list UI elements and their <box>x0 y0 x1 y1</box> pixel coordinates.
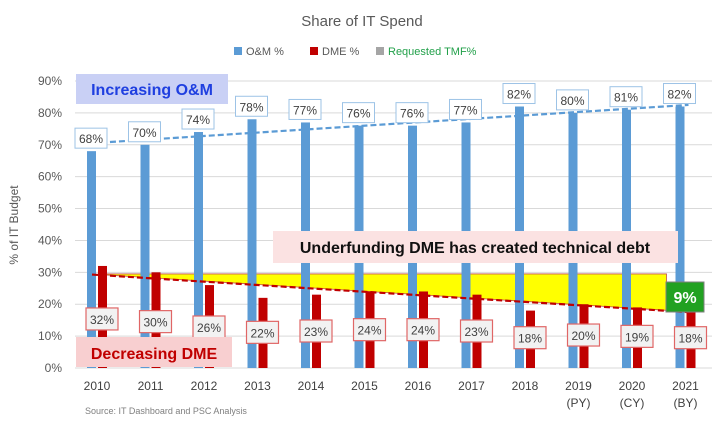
dme-label-box <box>85 307 119 331</box>
legend-label: Requested TMF% <box>388 46 477 58</box>
om-label-box <box>235 95 268 117</box>
dme-data-label: 30% <box>143 316 167 330</box>
y-tick-label: 40% <box>38 233 62 247</box>
y-tick-label: 60% <box>38 170 62 184</box>
dme-data-label: 22% <box>250 326 274 340</box>
y-tick-label: 90% <box>38 74 62 88</box>
chart-title: Share of IT Spend <box>301 13 422 30</box>
om-data-label: 81% <box>614 91 638 105</box>
legend-swatch <box>310 47 318 55</box>
x-tick-label: 2010 <box>84 379 111 393</box>
legend-label: DME % <box>322 46 360 58</box>
source-note: Source: IT Dashboard and PSC Analysis <box>85 406 247 416</box>
om-label-box <box>128 121 161 143</box>
x-tick-label: 2016 <box>405 379 432 393</box>
om-data-label: 82% <box>507 88 531 102</box>
x-tick-label: (PY) <box>567 396 591 410</box>
x-tick-label: (BY) <box>674 396 698 410</box>
dme-data-label: 20% <box>571 329 595 343</box>
om-label-box <box>342 102 375 124</box>
y-tick-label: 70% <box>38 138 62 152</box>
dme-label-box <box>138 310 173 334</box>
om-label-box <box>288 98 322 120</box>
dme-label-box <box>566 323 601 347</box>
om-data-label: 74% <box>186 113 210 127</box>
om-label-box <box>449 98 482 120</box>
om-label-box <box>556 89 589 111</box>
dme-data-label: 32% <box>90 313 114 327</box>
om-label-box <box>395 102 429 124</box>
debt-annotation: Underfunding DME has created technical d… <box>300 240 651 257</box>
om-data-label: 77% <box>293 103 317 117</box>
x-tick-label: (CY) <box>620 396 645 410</box>
y-axis-label: % of IT Budget <box>7 185 21 265</box>
y-tick-label: 30% <box>38 265 62 279</box>
dme-label-box <box>245 320 280 344</box>
y-tick-label: 50% <box>38 202 62 216</box>
x-tick-label: 2014 <box>298 379 325 393</box>
om-data-label: 76% <box>400 107 424 121</box>
legend-swatch <box>376 47 384 55</box>
dme-label-box <box>513 326 547 350</box>
x-tick-label: 2012 <box>191 379 218 393</box>
bar-om <box>194 132 203 368</box>
y-tick-label: 0% <box>45 361 63 375</box>
om-label-box <box>181 108 215 130</box>
dme-data-label: 18% <box>518 332 542 346</box>
om-data-label: 78% <box>239 100 263 114</box>
om-data-label: 76% <box>346 107 370 121</box>
om-data-label: 68% <box>79 132 103 146</box>
bar-om <box>87 151 96 368</box>
x-tick-label: 2020 <box>619 379 646 393</box>
debt-annotation-box <box>273 231 678 263</box>
trendline-dme <box>91 273 689 314</box>
y-tick-label: 20% <box>38 297 62 311</box>
dme-data-label: 24% <box>411 324 435 338</box>
bar-om <box>140 144 150 368</box>
om-data-label: 82% <box>667 88 691 102</box>
trendline-om <box>91 103 689 145</box>
x-tick-label: 2021 <box>672 379 699 393</box>
decreasing-annotation: Decreasing DME <box>91 346 218 363</box>
dme-label-box <box>406 318 440 342</box>
dme-data-label: 23% <box>464 325 488 339</box>
dme-label-box <box>299 319 333 343</box>
x-tick-label: 2017 <box>458 379 485 393</box>
om-label-box <box>74 127 108 149</box>
dme-label-box <box>352 318 387 342</box>
bar-om <box>675 106 685 368</box>
bar-om <box>247 119 257 369</box>
legend-swatch <box>234 47 242 55</box>
increasing-annotation: Increasing O&M <box>91 82 213 99</box>
x-tick-label: 2018 <box>512 379 539 393</box>
om-label-box <box>502 83 536 105</box>
x-tick-label: 2015 <box>351 379 378 393</box>
dme-label-box <box>673 326 708 350</box>
x-tick-label: 2013 <box>244 379 271 393</box>
dme-label-box <box>620 324 654 348</box>
om-label-box <box>663 83 696 105</box>
y-tick-label: 10% <box>38 329 62 343</box>
increasing-annotation-box <box>76 74 228 104</box>
dme-data-label: 19% <box>625 330 649 344</box>
y-tick-label: 80% <box>38 106 62 120</box>
gap-label-box <box>665 281 705 313</box>
x-tick-label: 2019 <box>565 379 592 393</box>
dme-data-label: 26% <box>197 321 221 335</box>
dme-data-label: 23% <box>304 325 328 339</box>
legend-label: O&M % <box>246 46 284 58</box>
gap-label: 9% <box>673 290 696 307</box>
dme-data-label: 24% <box>357 324 381 338</box>
dme-label-box <box>459 319 494 343</box>
om-label-box <box>609 86 643 108</box>
dme-data-label: 18% <box>678 332 702 346</box>
decreasing-annotation-box <box>76 337 232 367</box>
x-tick-label: 2011 <box>138 379 164 393</box>
om-data-label: 70% <box>132 126 156 140</box>
om-data-label: 77% <box>453 103 477 117</box>
om-data-label: 80% <box>560 94 584 108</box>
